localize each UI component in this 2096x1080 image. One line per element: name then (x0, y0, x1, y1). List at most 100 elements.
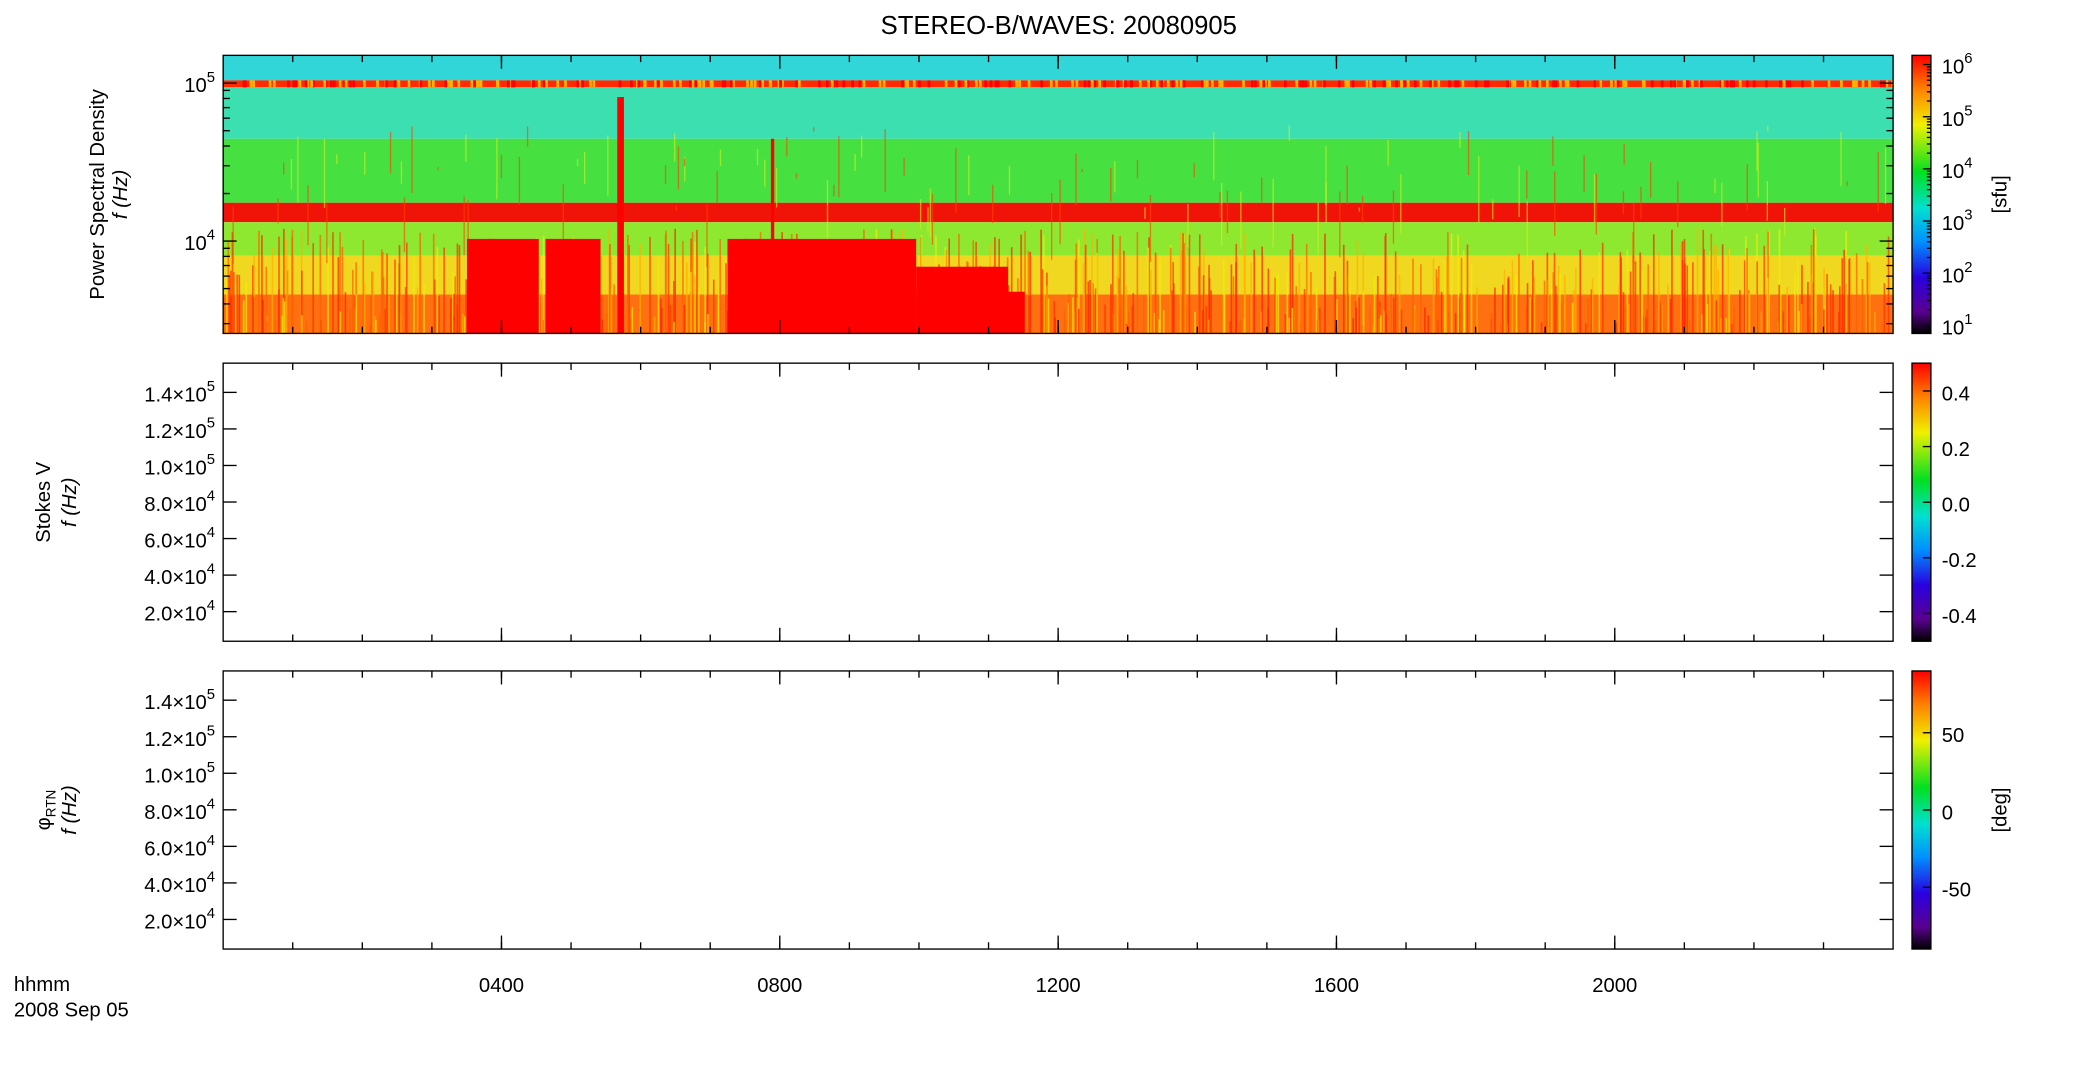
spectrogram-texture (1658, 251, 1660, 334)
spectrogram-texture (1445, 256, 1448, 334)
spectrogram-texture (1583, 155, 1585, 192)
spectrogram-texture (1222, 259, 1225, 334)
spectrogram-texture (1696, 228, 1699, 334)
spectrogram-texture (1626, 250, 1629, 334)
spectrogram-texture (1526, 170, 1528, 199)
spectrogram-texture (764, 159, 766, 187)
spectrogram-texture (1291, 307, 1294, 334)
spectrogram-texture (1641, 80, 1645, 88)
spectrogram-texture (931, 194, 934, 245)
spectrogram-texture (343, 80, 347, 88)
spectrogram-texture (506, 80, 510, 88)
spectrogram-texture (537, 80, 541, 88)
spectrogram-texture (228, 276, 231, 334)
spectrogram-texture (531, 80, 535, 88)
spectrogram-texture (769, 80, 773, 88)
y-tick-label-exponent: 4 (207, 228, 215, 244)
spectrogram-texture (1054, 317, 1057, 334)
spectrogram-texture (1053, 300, 1056, 334)
spectrogram-texture (1075, 80, 1079, 88)
spectrogram-texture (1779, 288, 1782, 334)
spectrogram-texture (878, 80, 882, 88)
plot-frame (222, 362, 1894, 642)
spectrogram-texture (1501, 284, 1504, 334)
spectrogram-texture (1406, 80, 1410, 88)
spectrogram-texture (656, 80, 660, 88)
y-tick-label-exponent: 4 (207, 562, 215, 578)
spectrogram-texture (1203, 80, 1206, 88)
spectrogram-texture (702, 80, 706, 88)
spectrogram-texture (1268, 80, 1271, 88)
spectrogram-texture (1226, 190, 1229, 233)
spectrogram-texture (1595, 173, 1598, 235)
colorbar-tick-label-exponent: 6 (1964, 51, 1972, 67)
spectrogram-texture (1303, 289, 1306, 334)
spectrogram-texture (1470, 264, 1473, 334)
spectrogram-texture (601, 294, 603, 334)
spectrogram-texture (797, 80, 801, 88)
spectrogram-texture (1458, 297, 1461, 334)
spectrogram-texture (732, 80, 735, 88)
y-tick-label-exponent: 4 (207, 525, 215, 541)
spectrogram-texture (756, 148, 759, 166)
spectrogram-texture (1210, 290, 1212, 334)
spectrogram-texture (258, 230, 260, 334)
spectrogram-texture (1746, 248, 1748, 334)
spectrogram-texture (1543, 280, 1546, 334)
spectrogram-texture (283, 228, 285, 334)
spectrogram-texture (1261, 246, 1264, 334)
spectrogram-texture (1194, 311, 1196, 334)
spectrogram-texture (1175, 80, 1179, 88)
spectrogram-texture (265, 266, 268, 334)
spectrogram-texture (637, 80, 641, 88)
spectrogram-texture (1169, 247, 1172, 334)
spectrogram-texture (1877, 152, 1879, 212)
spectrogram-texture (1083, 228, 1086, 334)
spectrogram-texture (327, 247, 329, 334)
spectrogram-texture (344, 292, 347, 334)
colorbar-tick-label: 106 (1942, 51, 1973, 79)
spectrogram-texture (994, 80, 998, 88)
spectrogram-texture (540, 278, 543, 334)
spectrogram-texture (432, 233, 435, 334)
spectrogram-texture (1325, 181, 1327, 224)
spectrogram-texture (1531, 299, 1533, 334)
spectrogram-texture (1623, 143, 1625, 165)
spectrogram-texture (1355, 307, 1358, 334)
spectrogram-texture (1616, 80, 1620, 88)
spectrogram-texture (324, 80, 328, 88)
spectrogram-texture (675, 205, 678, 212)
spectrogram-texture (1284, 80, 1287, 88)
spectrogram-texture (1182, 80, 1186, 88)
spectrogram-texture (1286, 272, 1289, 334)
spectrogram-texture (1072, 297, 1074, 334)
y-tick-label-base: 1.2×10 (144, 729, 207, 751)
spectrogram-texture (786, 136, 788, 157)
spectrogram-texture (457, 80, 461, 88)
spectrogram-texture (1467, 131, 1470, 176)
spectrogram-texture (323, 138, 326, 208)
spectrogram-texture (1261, 177, 1263, 203)
spectrogram-texture (464, 316, 466, 334)
spectrogram-texture (1883, 80, 1886, 88)
spectrogram-texture (1047, 298, 1050, 334)
spectrogram-texture (1116, 80, 1120, 88)
spectrogram-texture (332, 80, 336, 88)
spectrogram-texture (649, 236, 651, 334)
spectrogram-texture (252, 80, 255, 88)
spectrogram-texture (1587, 297, 1589, 334)
spectrogram-texture (1677, 181, 1679, 228)
spectrogram-texture (364, 151, 366, 175)
spectrogram-texture (1339, 191, 1341, 258)
spectrogram-texture (1579, 249, 1582, 334)
spectrogram-texture (1839, 286, 1841, 334)
y-tick-label-exponent: 5 (207, 452, 215, 468)
spectrogram-texture (1667, 297, 1670, 334)
spectrogram-texture (1669, 298, 1672, 334)
spectrogram-texture (1412, 258, 1414, 334)
spectrogram-texture (1333, 276, 1336, 334)
spectrogram-texture (1284, 314, 1287, 334)
spectrogram-texture (283, 301, 286, 334)
spectrogram-band (223, 80, 1894, 88)
spectrogram-texture (1131, 305, 1134, 334)
